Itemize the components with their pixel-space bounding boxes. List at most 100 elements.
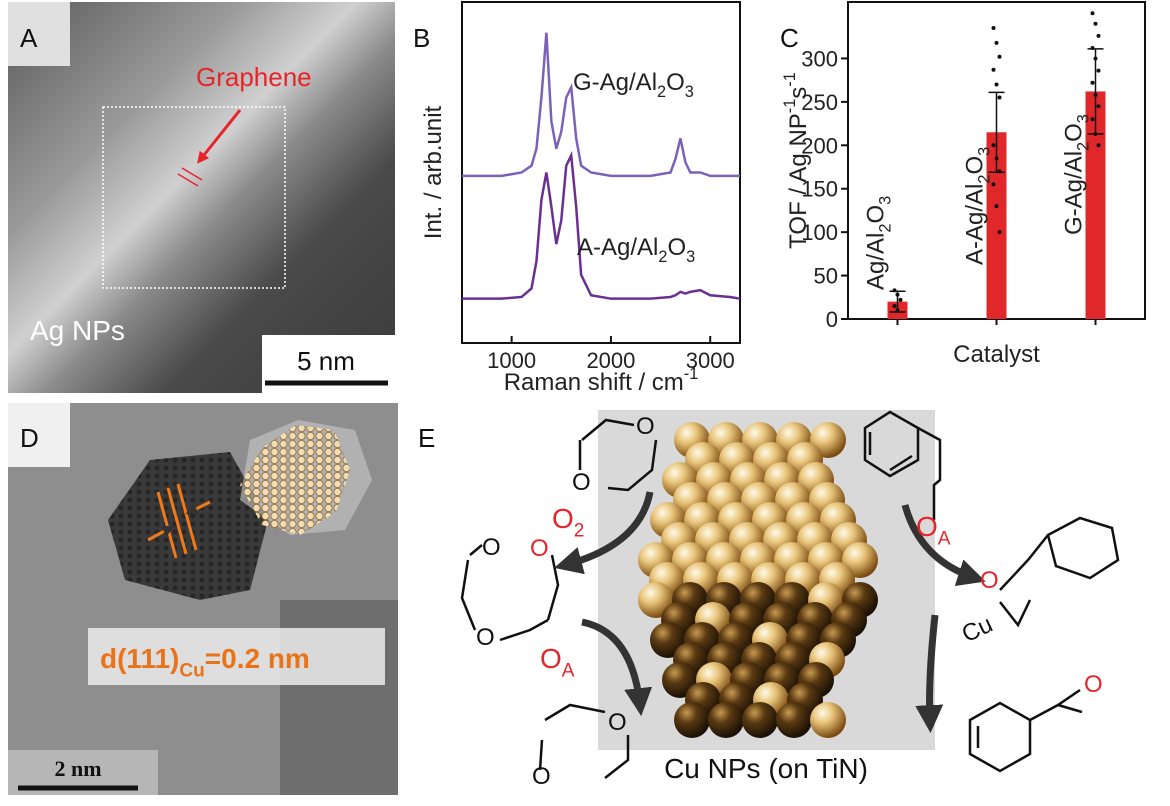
sphere [810, 702, 846, 738]
text-part: 3 [1075, 114, 1093, 123]
data-point [892, 288, 897, 293]
data-point [1093, 56, 1098, 61]
data-point [1090, 46, 1095, 51]
data-point [1096, 33, 1101, 38]
text-part: s [785, 87, 812, 99]
fringe-lines [147, 483, 211, 559]
reagent: OA [916, 511, 951, 549]
data-point [1096, 68, 1101, 73]
data-point [1090, 80, 1095, 85]
sphere [708, 702, 744, 738]
text-part: -1 [781, 72, 799, 87]
cu-cluster [638, 422, 878, 738]
text-part: O [540, 643, 562, 674]
data-point [1096, 104, 1101, 109]
text-part: -1 [684, 365, 699, 383]
y-tick-label: 0 [826, 307, 838, 332]
y-tick-label: 250 [801, 90, 838, 115]
y-axis-label: TOF / Ag NP-1s-1 [781, 72, 812, 249]
text-part: G-Ag/Al [573, 69, 657, 96]
panel-label: A [20, 23, 38, 53]
bar [1085, 91, 1106, 319]
text-part: Ag/Al [863, 233, 890, 290]
data-point [997, 230, 1002, 235]
bar [986, 132, 1007, 319]
series-label: A-Ag/Al2O3 [577, 234, 695, 266]
text-part: O [962, 156, 989, 175]
plot-frame [461, 1, 741, 344]
text-part: 2 [976, 175, 994, 184]
graphene-mark [181, 167, 203, 181]
text-part: Raman shift / cm [504, 369, 684, 396]
panel-e: E Cu NPs (on TiN) O2 OA OA O O O O O O O… [418, 410, 1120, 790]
data-point [994, 82, 999, 87]
x-axis-label: Catalyst [953, 341, 1040, 368]
y-tick-label: 150 [801, 177, 838, 202]
data-point [895, 308, 900, 313]
text-part: 2 [1075, 142, 1093, 151]
data-point [898, 297, 903, 302]
panel-label: E [418, 423, 435, 453]
scale-label: 2 nm [54, 756, 101, 781]
x-tick-label: 1000 [487, 348, 536, 373]
text-part: O [552, 503, 574, 534]
atom: O [1084, 671, 1103, 698]
text-part: 3 [686, 248, 695, 266]
text-part: 2 [658, 248, 667, 266]
panel-label: C [780, 23, 799, 53]
text-part: O [863, 205, 890, 224]
panel-d: D d(111)Cu=0.2 nm 2 nm [8, 403, 398, 795]
caption: Ag NPs [30, 315, 125, 346]
y-tick-label: 200 [801, 133, 838, 158]
x-axis-label: Raman shift / cm-1 [504, 365, 699, 396]
label-box [8, 2, 70, 66]
atom: O [608, 709, 627, 736]
annotation-box [88, 628, 385, 685]
atom: O [482, 534, 501, 561]
caption: Cu NPs (on TiN) [664, 753, 868, 784]
data-point [991, 26, 996, 31]
inset-model [240, 425, 350, 535]
text-part: 2 [657, 83, 666, 101]
data-point [994, 156, 999, 161]
scale-label: 5 nm [297, 346, 355, 376]
label-box [8, 403, 70, 467]
text-part: O [1061, 123, 1088, 142]
sphere [776, 702, 812, 738]
text-part: A [562, 660, 575, 681]
data-point [991, 182, 996, 187]
data-point [1093, 92, 1098, 97]
y-tick-label: 50 [814, 264, 838, 289]
data-point [991, 143, 996, 148]
sphere [674, 702, 710, 738]
text-part: 3 [877, 196, 895, 205]
data-point [1093, 21, 1098, 26]
atom: O [572, 469, 591, 496]
atom: O [980, 567, 999, 594]
atom: O [476, 624, 495, 651]
panel-label: D [20, 423, 39, 453]
y-tick-label: 100 [801, 220, 838, 245]
text-part: 3 [976, 147, 994, 156]
data-point [997, 95, 1002, 100]
panel-label: B [413, 23, 430, 53]
text-part: A-Ag/Al [962, 184, 989, 265]
graphene-mark [177, 173, 199, 187]
text-part: Cu [179, 660, 204, 681]
atom: Cu [958, 611, 997, 648]
text-part: 2 [877, 224, 895, 233]
data-point [892, 303, 897, 308]
data-point [997, 54, 1002, 59]
reaction-arrows [554, 491, 986, 734]
text-part: O [916, 511, 938, 542]
data-point [991, 67, 996, 72]
y-axis-label: Int. / arb.unit [420, 105, 447, 239]
y-tick-label: 300 [801, 46, 838, 71]
sphere [742, 702, 778, 738]
data-point [994, 204, 999, 209]
text-part: -1 [781, 99, 799, 114]
spectrum-line [462, 150, 741, 300]
atom: O [530, 535, 549, 562]
